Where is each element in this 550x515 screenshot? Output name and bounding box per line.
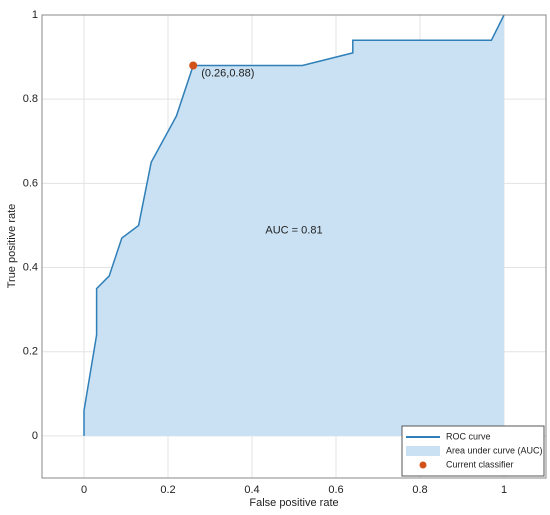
x-tick-label: 0 bbox=[81, 484, 87, 496]
auc-annotation: AUC = 0.81 bbox=[265, 224, 322, 236]
x-axis-label: False positive rate bbox=[249, 497, 338, 509]
x-tick-label: 1 bbox=[501, 484, 507, 496]
y-tick-label: 0 bbox=[32, 430, 38, 442]
legend-label: Area under curve (AUC) bbox=[446, 445, 543, 455]
legend-swatch bbox=[419, 461, 427, 469]
y-tick-label: 0.2 bbox=[23, 346, 38, 358]
classifier-point bbox=[189, 61, 198, 70]
y-tick-label: 0.6 bbox=[23, 177, 38, 189]
legend-label: Current classifier bbox=[446, 459, 514, 469]
y-tick-label: 0.8 bbox=[23, 93, 38, 105]
x-tick-label: 0.2 bbox=[160, 484, 175, 496]
auc-area bbox=[84, 15, 504, 436]
axes-box bbox=[41, 14, 547, 479]
y-axis-label: True positive rate bbox=[6, 204, 18, 289]
x-tick-label: 0.6 bbox=[328, 484, 343, 496]
x-tick-label: 0.8 bbox=[412, 484, 427, 496]
legend-label: ROC curve bbox=[446, 431, 491, 441]
y-tick-label: 1 bbox=[32, 9, 38, 21]
legend: ROC curve Area under curve (AUC) Current c… bbox=[401, 425, 545, 477]
y-tick-label: 0.4 bbox=[23, 261, 38, 273]
x-tick-label: 0.4 bbox=[244, 484, 259, 496]
point-label: (0.26,0.88) bbox=[201, 67, 254, 79]
legend-swatch bbox=[406, 446, 440, 456]
roc-line bbox=[83, 14, 505, 436]
